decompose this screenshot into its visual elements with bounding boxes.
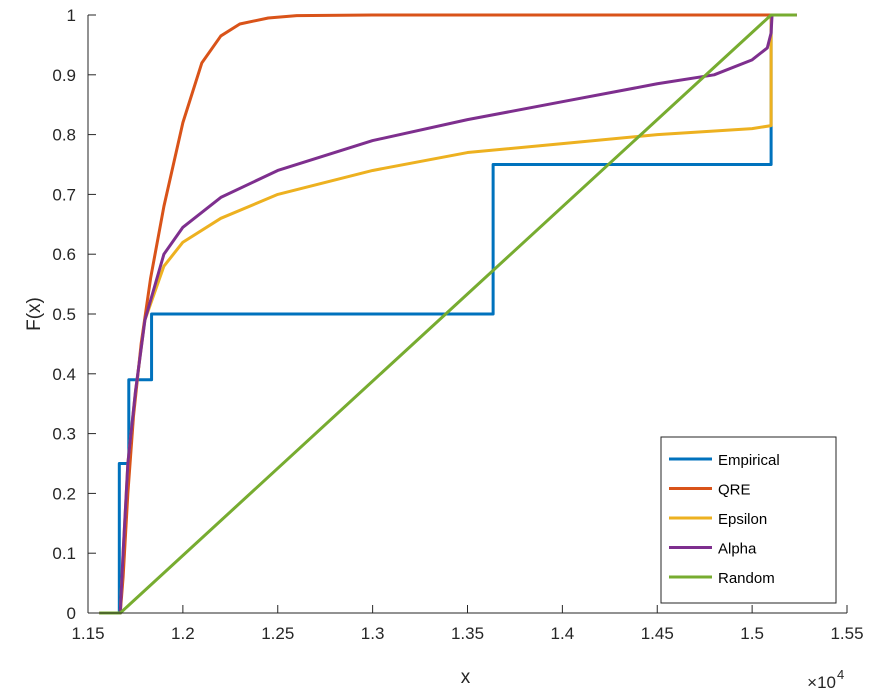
legend-label-random: Random	[718, 570, 775, 587]
legend-label-epsilon: Epsilon	[718, 511, 767, 528]
x-tick-label: 1.4	[551, 624, 575, 643]
y-tick-label: 1	[67, 6, 76, 25]
y-tick-label: 0.4	[52, 365, 76, 384]
y-tick-label: 0	[67, 604, 76, 623]
x-tick-label: 1.15	[71, 624, 104, 643]
series-line-empirical	[99, 13, 797, 615]
x-tick-label: 1.35	[451, 624, 484, 643]
legend-label-alpha: Alpha	[718, 541, 757, 558]
y-tick-label: 0.6	[52, 245, 76, 264]
series-layer	[99, 13, 797, 615]
y-tick-label: 0.7	[52, 185, 76, 204]
y-tick-label: 0.5	[52, 305, 76, 324]
series-line-alpha	[99, 13, 797, 615]
x-exponent-power: 4	[837, 667, 844, 682]
axes: 1.15 1.2 1.25 1.3 1.35 1.4 1.45 1.5 1.55 0 0.1 0.2 0…	[24, 6, 864, 692]
legend-box	[660, 436, 837, 604]
y-tick-label: 0.8	[52, 126, 76, 145]
legend-label-empirical: Empirical	[718, 452, 780, 469]
legend-label-qre: QRE	[718, 482, 751, 499]
y-axis-title: F(x)	[24, 297, 45, 331]
y-tick-label: 0.2	[52, 484, 76, 503]
x-tick-label: 1.3	[361, 624, 385, 643]
x-exponent-label: ×10	[807, 673, 836, 692]
x-tick-label: 1.55	[830, 624, 863, 643]
x-tick-label: 1.2	[171, 624, 195, 643]
y-tick-label: 0.1	[52, 544, 76, 563]
y-tick-label: 0.9	[52, 66, 76, 85]
x-tick-label: 1.25	[261, 624, 294, 643]
legend: Empirical QRE Epsilon Alpha Random	[660, 436, 837, 604]
x-tick-label: 1.5	[740, 624, 764, 643]
x-axis-title: x	[461, 667, 471, 688]
y-tick-label: 0.3	[52, 425, 76, 444]
x-tick-label: 1.45	[641, 624, 674, 643]
